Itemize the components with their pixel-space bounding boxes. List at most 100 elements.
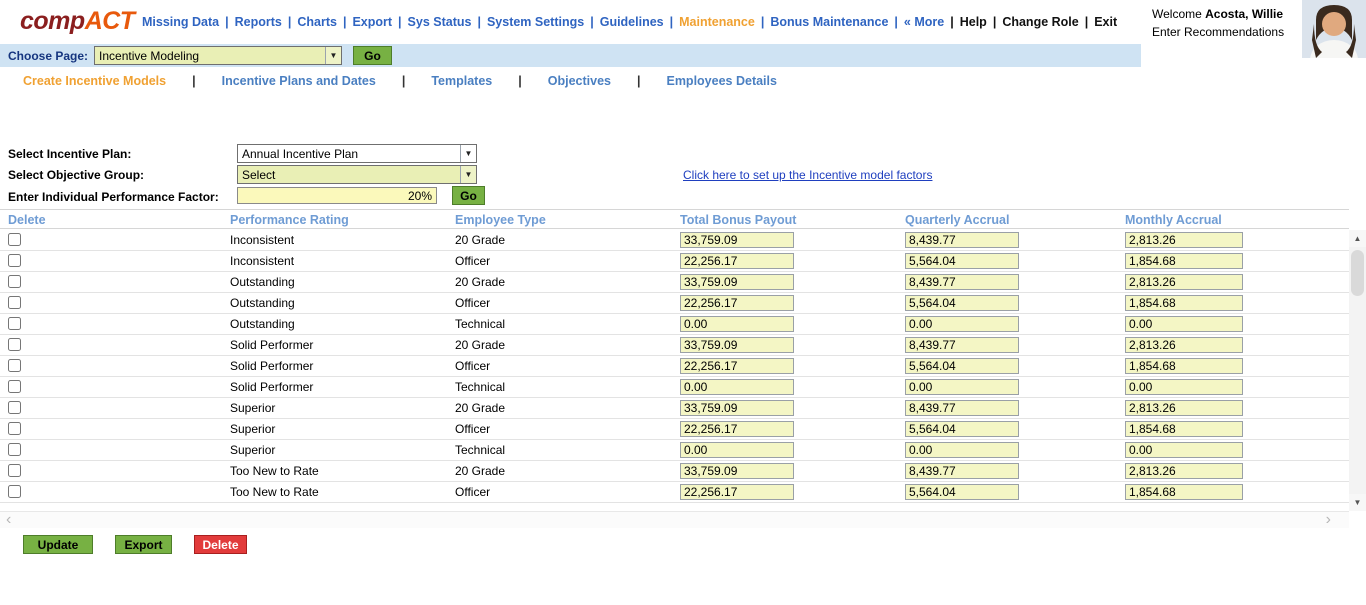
- vertical-scrollbar[interactable]: ▲ ▼: [1349, 230, 1366, 511]
- employee-type-cell: 20 Grade: [455, 401, 506, 415]
- quarterly-accrual-input[interactable]: [905, 358, 1019, 374]
- choose-page-go-button[interactable]: Go: [353, 46, 393, 65]
- performance-factor-go-button[interactable]: Go: [452, 186, 485, 205]
- monthly-accrual-input[interactable]: [1125, 274, 1243, 290]
- module-tabs: Create Incentive Models | Incentive Plans …: [23, 71, 777, 91]
- nav-item-system-settings[interactable]: System Settings: [486, 15, 585, 29]
- tab-objectives[interactable]: Objectives: [547, 74, 611, 88]
- tab-incentive-plans-and-dates[interactable]: Incentive Plans and Dates: [221, 74, 376, 88]
- quarterly-accrual-input[interactable]: [905, 295, 1019, 311]
- total-bonus-payout-input[interactable]: [680, 316, 794, 332]
- row-delete-checkbox[interactable]: [8, 296, 21, 309]
- incentive-model-factors-link[interactable]: Click here to set up the Incentive model…: [683, 168, 933, 182]
- update-button[interactable]: Update: [23, 535, 93, 554]
- performance-factor-input[interactable]: [237, 187, 437, 204]
- quarterly-accrual-input[interactable]: [905, 442, 1019, 458]
- scroll-up-icon[interactable]: ▲: [1349, 230, 1366, 247]
- monthly-accrual-input[interactable]: [1125, 421, 1243, 437]
- vertical-scrollbar-thumb[interactable]: [1351, 250, 1364, 296]
- total-bonus-payout-input[interactable]: [680, 463, 794, 479]
- total-bonus-payout-input[interactable]: [680, 421, 794, 437]
- nav-item-help[interactable]: Help: [959, 15, 987, 29]
- performance-rating-cell: Inconsistent: [230, 233, 295, 247]
- row-delete-checkbox[interactable]: [8, 317, 21, 330]
- welcome-block: Welcome Acosta, Willie Enter Recommendat…: [1152, 5, 1284, 41]
- incentive-plan-select[interactable]: Annual Incentive Plan ▼: [237, 144, 477, 163]
- monthly-accrual-input[interactable]: [1125, 253, 1243, 269]
- row-delete-checkbox[interactable]: [8, 443, 21, 456]
- row-delete-checkbox[interactable]: [8, 401, 21, 414]
- scroll-down-icon[interactable]: ▼: [1349, 494, 1366, 511]
- table-row: Superior Technical: [0, 440, 1349, 461]
- quarterly-accrual-input[interactable]: [905, 232, 1019, 248]
- quarterly-accrual-input[interactable]: [905, 274, 1019, 290]
- quarterly-accrual-input[interactable]: [905, 484, 1019, 500]
- row-delete-checkbox[interactable]: [8, 380, 21, 393]
- scroll-right-icon[interactable]: ›: [1325, 511, 1331, 528]
- total-bonus-payout-input[interactable]: [680, 295, 794, 311]
- row-delete-checkbox[interactable]: [8, 485, 21, 498]
- scroll-left-icon[interactable]: ‹: [6, 511, 12, 528]
- row-delete-checkbox[interactable]: [8, 338, 21, 351]
- monthly-accrual-input[interactable]: [1125, 379, 1243, 395]
- monthly-accrual-input[interactable]: [1125, 484, 1243, 500]
- total-bonus-payout-input[interactable]: [680, 484, 794, 500]
- quarterly-accrual-input[interactable]: [905, 421, 1019, 437]
- table-row: Superior 20 Grade: [0, 398, 1349, 419]
- tab-create-incentive-models[interactable]: Create Incentive Models: [23, 74, 167, 88]
- quarterly-accrual-input[interactable]: [905, 316, 1019, 332]
- monthly-accrual-input[interactable]: [1125, 442, 1243, 458]
- nav-item-missing-data[interactable]: Missing Data: [142, 15, 220, 29]
- nav-item-bonus-maintenance[interactable]: Bonus Maintenance: [770, 15, 889, 29]
- nav-separator: |: [992, 15, 997, 29]
- quarterly-accrual-input[interactable]: [905, 253, 1019, 269]
- total-bonus-payout-input[interactable]: [680, 358, 794, 374]
- total-bonus-payout-input[interactable]: [680, 400, 794, 416]
- chevron-down-icon: ▼: [460, 166, 476, 183]
- user-avatar: [1302, 0, 1366, 58]
- nav-item-exit[interactable]: Exit: [1094, 15, 1118, 29]
- monthly-accrual-input[interactable]: [1125, 463, 1243, 479]
- nav-item-guidelines[interactable]: Guidelines: [599, 15, 664, 29]
- monthly-accrual-input[interactable]: [1125, 358, 1243, 374]
- row-delete-checkbox[interactable]: [8, 422, 21, 435]
- quarterly-accrual-input[interactable]: [905, 400, 1019, 416]
- monthly-accrual-input[interactable]: [1125, 337, 1243, 353]
- row-delete-checkbox[interactable]: [8, 233, 21, 246]
- quarterly-accrual-input[interactable]: [905, 463, 1019, 479]
- horizontal-scrollbar[interactable]: ‹ ›: [0, 511, 1349, 528]
- row-delete-checkbox[interactable]: [8, 275, 21, 288]
- total-bonus-payout-input[interactable]: [680, 442, 794, 458]
- nav-separator: |: [950, 15, 954, 29]
- monthly-accrual-input[interactable]: [1125, 295, 1243, 311]
- employee-type-cell: 20 Grade: [455, 464, 506, 478]
- delete-button[interactable]: Delete: [194, 535, 247, 554]
- monthly-accrual-input[interactable]: [1125, 316, 1243, 332]
- nav-item-more[interactable]: « More: [903, 15, 945, 29]
- nav-item-reports[interactable]: Reports: [234, 15, 282, 29]
- row-delete-checkbox[interactable]: [8, 254, 21, 267]
- export-button[interactable]: Export: [115, 535, 172, 554]
- total-bonus-payout-input[interactable]: [680, 253, 794, 269]
- row-delete-checkbox[interactable]: [8, 359, 21, 372]
- nav-item-maintenance[interactable]: Maintenance: [679, 15, 755, 29]
- table-row: Outstanding 20 Grade: [0, 272, 1349, 293]
- total-bonus-payout-input[interactable]: [680, 337, 794, 353]
- total-bonus-payout-input[interactable]: [680, 379, 794, 395]
- total-bonus-payout-input[interactable]: [680, 274, 794, 290]
- objective-group-select[interactable]: Select ▼: [237, 165, 477, 184]
- total-bonus-payout-input[interactable]: [680, 232, 794, 248]
- monthly-accrual-input[interactable]: [1125, 400, 1243, 416]
- tab-employees-details[interactable]: Employees Details: [666, 74, 777, 88]
- quarterly-accrual-input[interactable]: [905, 337, 1019, 353]
- quarterly-accrual-input[interactable]: [905, 379, 1019, 395]
- nav-item-change-role[interactable]: Change Role: [1002, 15, 1079, 29]
- nav-item-sys-status[interactable]: Sys Status: [407, 15, 472, 29]
- row-delete-checkbox[interactable]: [8, 464, 21, 477]
- monthly-accrual-input[interactable]: [1125, 232, 1243, 248]
- tab-templates[interactable]: Templates: [431, 74, 493, 88]
- nav-item-export[interactable]: Export: [352, 15, 393, 29]
- choose-page-select[interactable]: Incentive Modeling ▼: [94, 46, 343, 65]
- nav-item-charts[interactable]: Charts: [297, 15, 337, 29]
